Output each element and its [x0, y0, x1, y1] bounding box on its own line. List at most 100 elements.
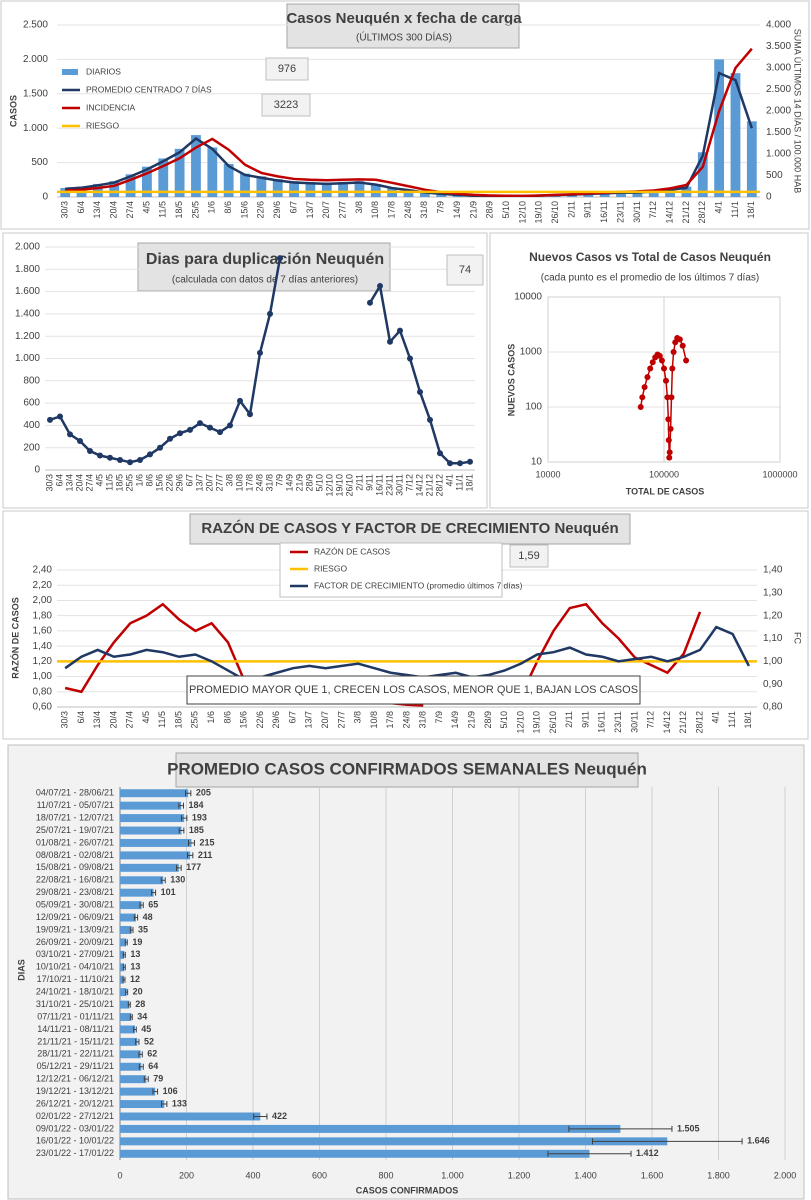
bar — [120, 926, 132, 934]
x-tick-label: 21/12 — [424, 474, 434, 497]
x-tick-label: 4/1 — [711, 711, 721, 724]
y-tick-label: 500 — [766, 170, 783, 181]
y-tick-label: 07/11/21 - 01/11/21 — [37, 1011, 114, 1021]
x-tick-label: 21/9 — [466, 711, 476, 729]
x-tick-label: 14/9 — [284, 474, 294, 492]
value-label: 184 — [189, 800, 204, 810]
bar — [120, 888, 154, 897]
bar — [632, 192, 643, 197]
y-tick-label: 2,40 — [33, 565, 53, 576]
x-tick-label: 22/6 — [164, 474, 174, 492]
x-tick-label: 27/7 — [336, 711, 346, 729]
y-tick-label: 0 — [34, 465, 40, 476]
x-tick-label: 10/8 — [369, 711, 379, 729]
bar — [142, 166, 152, 197]
x-tick-label: 6/7 — [287, 711, 297, 724]
y-tick-label: 0,90 — [763, 679, 783, 690]
x-tick-label: 27/4 — [125, 711, 135, 729]
y-tick-label: 1.500 — [23, 88, 48, 99]
marker — [267, 310, 273, 317]
bar — [289, 181, 299, 197]
bar — [321, 182, 332, 197]
error-bar — [122, 951, 126, 958]
x-tick-label: 21/9 — [294, 474, 304, 492]
annotation-box — [446, 254, 484, 286]
point — [665, 437, 672, 444]
x-tick-label: 13/4 — [64, 474, 74, 492]
x-tick-label: 100000 — [649, 469, 679, 479]
error-bar — [568, 1125, 673, 1132]
legend-label: RIESGO — [314, 563, 347, 573]
y-tick-label: 1,00 — [763, 656, 783, 667]
point — [665, 416, 672, 423]
x-tick-label: 14/9 — [452, 201, 462, 219]
error-bar — [127, 1001, 131, 1008]
chart-subtitle: (ÚLTIMOS 300 DÍAS) — [356, 31, 452, 44]
y-tick-label: 15/08/21 - 09/08/21 — [36, 862, 114, 872]
value-label: 422 — [272, 1111, 287, 1121]
x-tick-label: 7/9 — [434, 711, 444, 724]
y-tick-label: 05/09/21 - 30/08/21 — [36, 899, 114, 909]
x-tick-label: 18/1 — [464, 474, 474, 492]
value-label: 106 — [163, 1086, 178, 1096]
point — [662, 377, 669, 384]
y-tick-label: 2,20 — [33, 580, 53, 591]
x-tick-label: 28/12 — [434, 474, 444, 497]
x-tick-label: 28/12 — [694, 711, 704, 734]
x-tick-label: 27/4 — [125, 201, 135, 219]
x-tick-label: 31/8 — [418, 711, 428, 729]
x-tick-label: 23/11 — [384, 474, 394, 496]
value-label: 65 — [148, 899, 158, 909]
x-tick-label: 4/1 — [714, 201, 724, 214]
bar — [419, 192, 430, 197]
legend-label: RIESGO — [86, 120, 119, 130]
legend-swatch — [62, 69, 78, 75]
marker — [407, 355, 413, 362]
x-tick-label: 400 — [245, 1170, 260, 1180]
annotation: 74 — [459, 264, 471, 276]
bar — [120, 1137, 668, 1146]
x-tick-label: 16/11 — [597, 711, 607, 733]
marker — [367, 299, 373, 306]
x-tick-label: 27/4 — [84, 474, 94, 492]
value-label: 28 — [135, 999, 145, 1009]
bar — [120, 876, 164, 885]
y-tick-label: 200 — [23, 442, 40, 453]
y-tick-label: 24/10/21 - 18/10/21 — [36, 987, 114, 997]
x-tick-label: 5/10 — [499, 711, 509, 729]
y-tick-label: 18/07/21 - 12/07/21 — [36, 812, 114, 822]
bar — [120, 1112, 261, 1121]
error-bar — [122, 964, 126, 971]
x-tick-label: 18/5 — [173, 711, 183, 729]
x-tick-label: 30/3 — [60, 711, 70, 729]
bar — [599, 193, 610, 197]
x-tick-label: 19/10 — [534, 201, 544, 224]
y-tick-label: 0,60 — [33, 702, 53, 713]
y-tick-label: 1,60 — [33, 626, 53, 637]
chart-title: RAZÓN DE CASOS Y FACTOR DE CRECIMIENTO N… — [201, 519, 618, 537]
marker — [427, 416, 433, 423]
x-tick-label: 8/6 — [144, 474, 154, 487]
y-tick-label: 28/11/21 - 22/11/21 — [37, 1049, 114, 1059]
marker — [197, 420, 203, 427]
bar — [272, 179, 283, 197]
x-tick-label: 9/11 — [583, 201, 593, 218]
y-tick-label: 19/09/21 - 13/09/21 — [36, 924, 114, 934]
bar — [223, 163, 234, 197]
chart-subtitle: (cada punto es el promedio de los último… — [541, 273, 759, 284]
point — [676, 336, 683, 343]
bar — [120, 1075, 147, 1084]
error-bar — [185, 790, 192, 797]
x-tick-label: 20/4 — [108, 711, 118, 729]
bar — [120, 988, 127, 997]
x-tick-label: 17/8 — [387, 201, 397, 219]
x-tick-label: 7/12 — [648, 201, 658, 219]
x-tick-label: 8/6 — [222, 711, 232, 724]
bar — [120, 1050, 141, 1059]
value-label: 19 — [132, 937, 142, 947]
value-label: 1.412 — [636, 1148, 659, 1158]
point — [666, 454, 673, 461]
error-bar — [178, 802, 185, 809]
x-tick-label: 13/4 — [92, 201, 102, 219]
